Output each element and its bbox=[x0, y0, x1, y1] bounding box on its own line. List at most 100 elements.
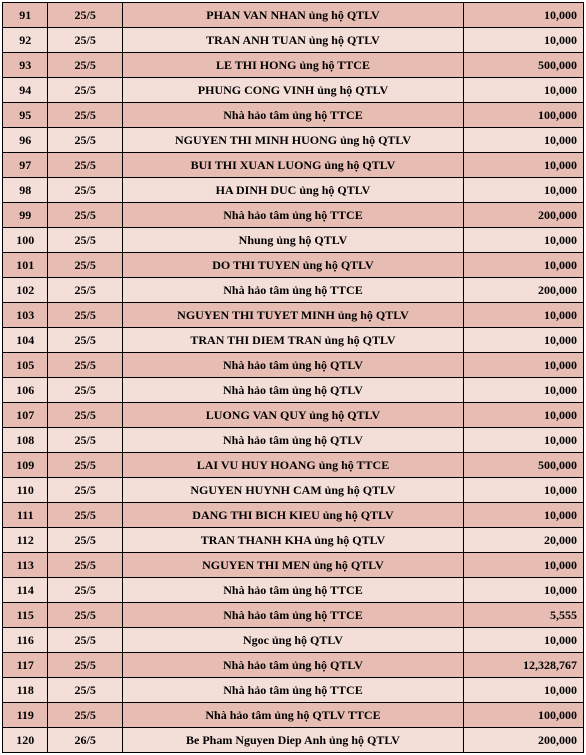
cell-date: 25/5 bbox=[48, 628, 122, 653]
cell-amount: 10,000 bbox=[464, 153, 584, 178]
cell-date: 25/5 bbox=[48, 703, 122, 728]
table-row: 9925/5Nhà hảo tâm ủng hộ TTCE200,000 bbox=[3, 203, 584, 228]
cell-description: Nhà hảo tâm ủng hộ QTLV TTCE bbox=[122, 703, 463, 728]
table-row: 9325/5LE THI HONG ủng hộ TTCE500,000 bbox=[3, 53, 584, 78]
cell-index: 116 bbox=[3, 628, 48, 653]
cell-amount: 10,000 bbox=[464, 353, 584, 378]
table-row: 10625/5Nhà hảo tâm ủng hộ QTLV10,000 bbox=[3, 378, 584, 403]
cell-amount: 5,555 bbox=[464, 603, 584, 628]
cell-description: NGUYEN THI TUYET MINH ủng hộ QTLV bbox=[122, 303, 463, 328]
cell-date: 25/5 bbox=[48, 153, 122, 178]
cell-amount: 100,000 bbox=[464, 103, 584, 128]
cell-date: 25/5 bbox=[48, 378, 122, 403]
cell-description: NGUYEN THI MINH HUONG ủng hộ QTLV bbox=[122, 128, 463, 153]
cell-amount: 10,000 bbox=[464, 578, 584, 603]
cell-description: Nhung ủng hộ QTLV bbox=[122, 228, 463, 253]
table-row: 11725/5Nhà hảo tâm ủng hộ QTLV12,328,767 bbox=[3, 653, 584, 678]
table-row: 11025/5NGUYEN HUYNH CAM ủng hộ QTLV10,00… bbox=[3, 478, 584, 503]
table-row: 10525/5Nhà hảo tâm ủng hộ QTLV10,000 bbox=[3, 353, 584, 378]
cell-amount: 10,000 bbox=[464, 678, 584, 703]
table-row: 11525/5Nhà hảo tâm ủng hộ TTCE5,555 bbox=[3, 603, 584, 628]
cell-index: 118 bbox=[3, 678, 48, 703]
table-row: 11425/5Nhà hảo tâm ủng hộ TTCE10,000 bbox=[3, 578, 584, 603]
cell-date: 25/5 bbox=[48, 328, 122, 353]
cell-index: 94 bbox=[3, 78, 48, 103]
cell-date: 25/5 bbox=[48, 103, 122, 128]
cell-date: 25/5 bbox=[48, 3, 122, 28]
cell-amount: 10,000 bbox=[464, 78, 584, 103]
cell-amount: 10,000 bbox=[464, 253, 584, 278]
cell-amount: 10,000 bbox=[464, 328, 584, 353]
cell-description: HA DINH DUC ủng hộ QTLV bbox=[122, 178, 463, 203]
cell-amount: 12,328,767 bbox=[464, 653, 584, 678]
cell-amount: 10,000 bbox=[464, 378, 584, 403]
table-row: 9825/5HA DINH DUC ủng hộ QTLV10,000 bbox=[3, 178, 584, 203]
cell-date: 25/5 bbox=[48, 678, 122, 703]
cell-index: 115 bbox=[3, 603, 48, 628]
cell-index: 92 bbox=[3, 28, 48, 53]
cell-date: 25/5 bbox=[48, 128, 122, 153]
table-row: 11625/5Ngoc ủng hộ QTLV10,000 bbox=[3, 628, 584, 653]
cell-description: Be Pham Nguyen Diep Anh ủng hộ QTLV bbox=[122, 728, 463, 753]
cell-date: 25/5 bbox=[48, 528, 122, 553]
cell-index: 112 bbox=[3, 528, 48, 553]
cell-amount: 10,000 bbox=[464, 628, 584, 653]
cell-description: Nhà hảo tâm ủng hộ TTCE bbox=[122, 603, 463, 628]
cell-amount: 10,000 bbox=[464, 503, 584, 528]
cell-index: 111 bbox=[3, 503, 48, 528]
cell-index: 98 bbox=[3, 178, 48, 203]
cell-description: NGUYEN HUYNH CAM ủng hộ QTLV bbox=[122, 478, 463, 503]
cell-description: Nhà hảo tâm ủng hộ TTCE bbox=[122, 578, 463, 603]
cell-date: 25/5 bbox=[48, 78, 122, 103]
cell-date: 26/5 bbox=[48, 728, 122, 753]
cell-index: 113 bbox=[3, 553, 48, 578]
cell-description: Nhà hảo tâm ủng hộ QTLV bbox=[122, 428, 463, 453]
cell-index: 99 bbox=[3, 203, 48, 228]
cell-index: 91 bbox=[3, 3, 48, 28]
cell-date: 25/5 bbox=[48, 603, 122, 628]
cell-description: BUI THI XUAN LUONG ủng hộ QTLV bbox=[122, 153, 463, 178]
cell-description: Nhà hảo tâm ủng hộ TTCE bbox=[122, 103, 463, 128]
cell-index: 107 bbox=[3, 403, 48, 428]
cell-date: 25/5 bbox=[48, 578, 122, 603]
cell-description: NGUYEN THI MEN ủng hộ QTLV bbox=[122, 553, 463, 578]
cell-date: 25/5 bbox=[48, 178, 122, 203]
cell-index: 106 bbox=[3, 378, 48, 403]
table-row: 11225/5TRAN THANH KHA ủng hộ QTLV20,000 bbox=[3, 528, 584, 553]
cell-date: 25/5 bbox=[48, 503, 122, 528]
cell-index: 102 bbox=[3, 278, 48, 303]
table-row: 9425/5PHUNG CONG VINH ủng hộ QTLV10,000 bbox=[3, 78, 584, 103]
table-row: 10025/5Nhung ủng hộ QTLV10,000 bbox=[3, 228, 584, 253]
table-row: 11325/5NGUYEN THI MEN ủng hộ QTLV10,000 bbox=[3, 553, 584, 578]
cell-description: TRAN ANH TUAN ủng hộ QTLV bbox=[122, 28, 463, 53]
cell-date: 25/5 bbox=[48, 203, 122, 228]
cell-index: 103 bbox=[3, 303, 48, 328]
cell-amount: 200,000 bbox=[464, 278, 584, 303]
cell-index: 110 bbox=[3, 478, 48, 503]
cell-date: 25/5 bbox=[48, 403, 122, 428]
table-row: 9525/5Nhà hảo tâm ủng hộ TTCE100,000 bbox=[3, 103, 584, 128]
cell-amount: 500,000 bbox=[464, 453, 584, 478]
table-row: 10925/5LAI VU HUY HOANG ủng hộ TTCE500,0… bbox=[3, 453, 584, 478]
table-row: 9625/5NGUYEN THI MINH HUONG ủng hộ QTLV1… bbox=[3, 128, 584, 153]
cell-index: 96 bbox=[3, 128, 48, 153]
cell-date: 25/5 bbox=[48, 453, 122, 478]
cell-amount: 10,000 bbox=[464, 478, 584, 503]
cell-amount: 10,000 bbox=[464, 28, 584, 53]
cell-index: 95 bbox=[3, 103, 48, 128]
cell-date: 25/5 bbox=[48, 253, 122, 278]
cell-index: 119 bbox=[3, 703, 48, 728]
table-row: 10425/5TRAN THI DIEM TRAN ủng hộ QTLV10,… bbox=[3, 328, 584, 353]
cell-index: 93 bbox=[3, 53, 48, 78]
table-row: 10825/5Nhà hảo tâm ủng hộ QTLV10,000 bbox=[3, 428, 584, 453]
cell-index: 108 bbox=[3, 428, 48, 453]
table-row: 9125/5PHAN VAN NHAN ủng hộ QTLV10,000 bbox=[3, 3, 584, 28]
table-row: 10225/5Nhà hảo tâm ủng hộ TTCE200,000 bbox=[3, 278, 584, 303]
cell-description: Nhà hảo tâm ủng hộ QTLV bbox=[122, 353, 463, 378]
cell-amount: 10,000 bbox=[464, 178, 584, 203]
donation-table: 9125/5PHAN VAN NHAN ủng hộ QTLV10,000922… bbox=[2, 2, 584, 753]
cell-date: 25/5 bbox=[48, 28, 122, 53]
table-row: 9225/5TRAN ANH TUAN ủng hộ QTLV10,000 bbox=[3, 28, 584, 53]
table-row: 10725/5LUONG VAN QUY ủng hộ QTLV10,000 bbox=[3, 403, 584, 428]
cell-date: 25/5 bbox=[48, 553, 122, 578]
